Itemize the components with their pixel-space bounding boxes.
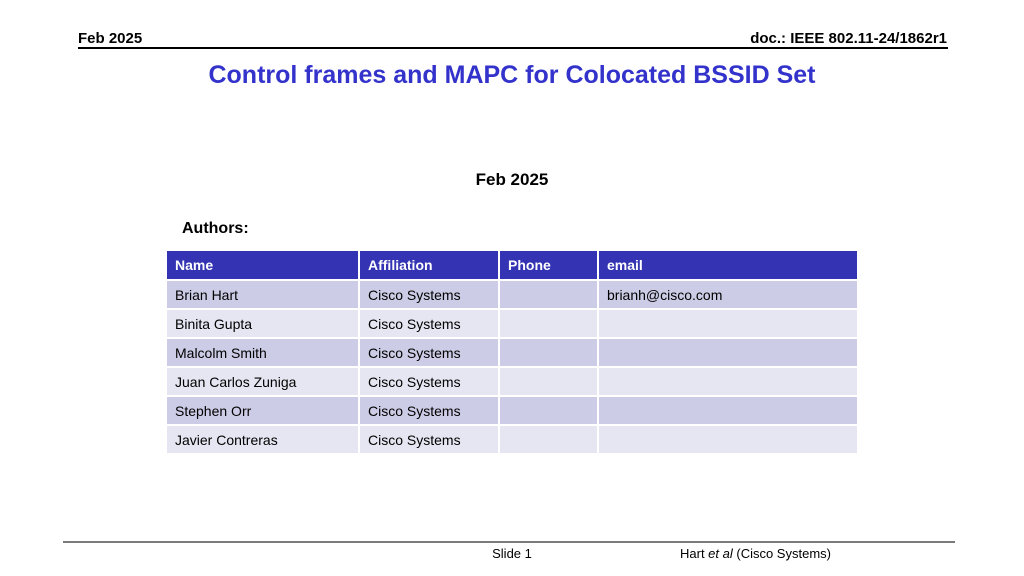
footer-credit-prefix: Hart <box>680 546 709 561</box>
table-cell-phone <box>500 310 597 337</box>
table-row: Brian Hart Cisco Systems brianh@cisco.com <box>167 281 857 308</box>
table-row: Javier Contreras Cisco Systems <box>167 426 857 453</box>
column-header-name: Name <box>167 251 358 279</box>
table-header-row: Name Affiliation Phone email <box>167 251 857 279</box>
table-cell-email <box>599 426 857 453</box>
column-header-phone: Phone <box>500 251 597 279</box>
table-cell-phone <box>500 281 597 308</box>
footer-credit-italic: et al <box>708 546 733 561</box>
table-cell-phone <box>500 426 597 453</box>
authors-table-grid: Name Affiliation Phone email Brian Hart Cisc… <box>165 249 859 455</box>
authors-table: Name Affiliation Phone email Brian Hart Cisc… <box>165 249 857 455</box>
slide-title: Control frames and MAPC for Colocated BS… <box>208 61 816 89</box>
table-cell-name: Stephen Orr <box>167 397 358 424</box>
table-cell-email <box>599 368 857 395</box>
table-cell-affiliation: Cisco Systems <box>360 310 498 337</box>
table-cell-name: Malcolm Smith <box>167 339 358 366</box>
date-subtitle: Feb 2025 <box>475 170 549 189</box>
header-rule <box>78 47 948 49</box>
table-cell-email <box>599 310 857 337</box>
column-header-affiliation: Affiliation <box>360 251 498 279</box>
authors-label: Authors: <box>182 220 249 237</box>
table-cell-phone <box>500 339 597 366</box>
table-cell-affiliation: Cisco Systems <box>360 426 498 453</box>
table-cell-affiliation: Cisco Systems <box>360 339 498 366</box>
table-cell-email: brianh@cisco.com <box>599 281 857 308</box>
slide-number: Slide 1 <box>492 546 532 561</box>
table-row: Juan Carlos Zuniga Cisco Systems <box>167 368 857 395</box>
table-cell-name: Javier Contreras <box>167 426 358 453</box>
table-cell-name: Binita Gupta <box>167 310 358 337</box>
column-header-email: email <box>599 251 857 279</box>
table-cell-name: Juan Carlos Zuniga <box>167 368 358 395</box>
table-row: Stephen Orr Cisco Systems <box>167 397 857 424</box>
header-doc-number: doc.: IEEE 802.11-24/1862r1 <box>750 30 947 47</box>
header-date: Feb 2025 <box>78 30 143 47</box>
table-cell-affiliation: Cisco Systems <box>360 281 498 308</box>
table-cell-email <box>599 339 857 366</box>
table-cell-affiliation: Cisco Systems <box>360 368 498 395</box>
footer-credit-suffix: (Cisco Systems) <box>732 546 831 561</box>
footer-rule <box>63 541 955 543</box>
table-cell-affiliation: Cisco Systems <box>360 397 498 424</box>
table-cell-phone <box>500 397 597 424</box>
table-cell-email <box>599 397 857 424</box>
table-cell-name: Brian Hart <box>167 281 358 308</box>
table-cell-phone <box>500 368 597 395</box>
table-row: Malcolm Smith Cisco Systems <box>167 339 857 366</box>
footer-credit: Hart et al (Cisco Systems) <box>680 546 831 561</box>
table-row: Binita Gupta Cisco Systems <box>167 310 857 337</box>
